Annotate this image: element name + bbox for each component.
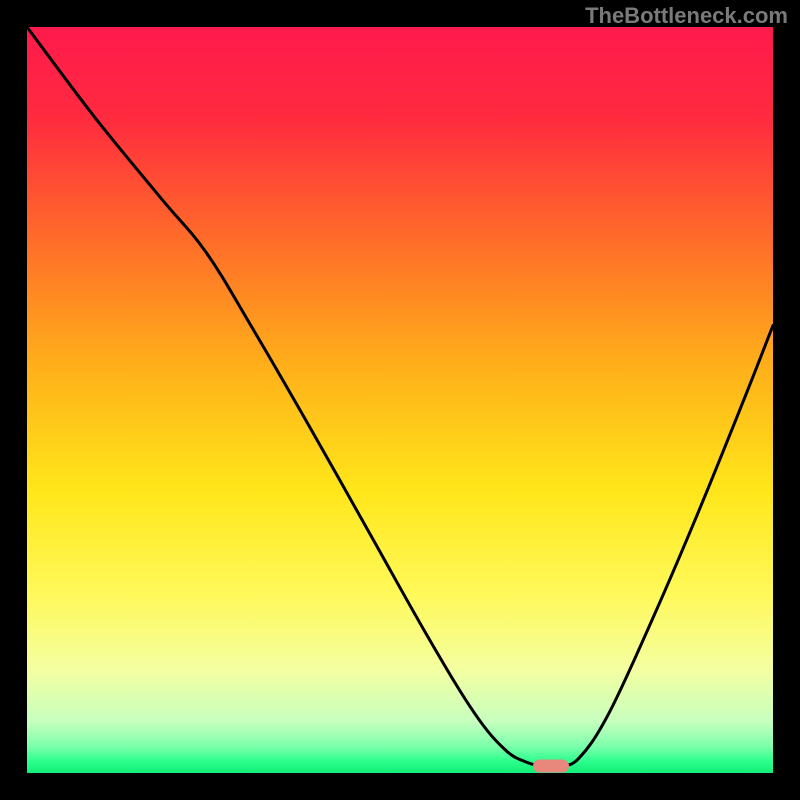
- watermark-text: TheBottleneck.com: [585, 3, 788, 29]
- chart-plot-area: [27, 27, 773, 773]
- curve-path: [27, 27, 773, 766]
- bottleneck-curve: [27, 27, 773, 773]
- optimal-marker: [533, 759, 569, 772]
